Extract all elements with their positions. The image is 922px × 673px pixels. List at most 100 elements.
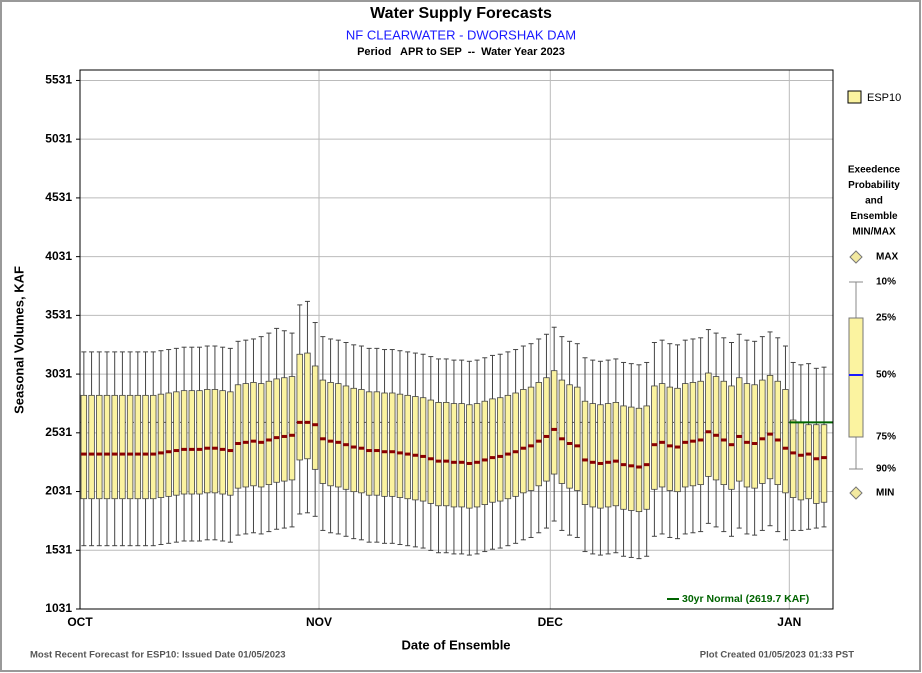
median [528,444,534,448]
box [674,387,681,493]
box [373,391,381,496]
box [150,394,157,500]
box [504,394,512,500]
normal-label: 30yr Normal (2619.7 KAF) [682,593,809,605]
exceedance-title: and [865,196,883,207]
box [535,382,542,487]
box [558,379,566,484]
box [666,386,674,491]
median [188,447,195,451]
median [613,459,619,463]
box [712,376,720,481]
median [96,452,103,456]
box [481,400,488,505]
box [80,394,88,500]
median [366,449,372,453]
legend-swatch [847,90,862,104]
median [474,460,480,464]
median [428,457,434,461]
box [234,384,242,489]
box [250,382,257,487]
exceedance-label: 75% [876,432,896,443]
box [805,424,812,500]
x-tick-label: DEC [538,615,564,629]
box [720,380,727,486]
median [266,438,272,442]
chart-subtitle: NF CLEARWATER - DWORSHAK DAM [346,27,576,42]
box [620,405,627,510]
box [527,386,535,491]
plot-area [80,70,833,609]
median [535,439,542,443]
median [435,459,442,463]
median [204,446,211,450]
y-tick-label: 2031 [45,484,72,498]
box [658,383,666,488]
box [304,352,311,460]
median [481,458,488,462]
median [489,456,496,460]
y-tick-label: 3531 [45,308,72,322]
median [320,437,326,441]
box [743,383,751,488]
median [458,460,465,464]
median [327,439,334,443]
x-tick-label: JAN [777,615,801,629]
median [227,449,234,453]
box [273,378,280,483]
period: Period APR to SEP -- Water Year 2023 [357,46,565,58]
box [789,419,797,498]
median [744,440,750,444]
exceedance-title: Exeedence [848,165,901,176]
median [289,433,295,437]
median [135,452,141,456]
median [667,444,673,448]
median [512,450,519,454]
box [111,394,118,500]
exceedance-label: MIN [876,488,894,499]
median [713,433,719,437]
box [597,404,604,509]
box [450,403,458,508]
exceedance-label: MAX [876,252,899,263]
median [705,430,712,434]
median [343,443,349,447]
box [604,403,612,508]
legend-diamond [849,250,863,264]
box [697,380,704,486]
median [551,427,557,431]
y-tick-label: 3031 [45,366,72,380]
x-axis-label: Date of Ensemble [401,637,510,652]
median [505,452,511,456]
box [242,383,249,488]
median [165,450,172,454]
box [543,377,550,482]
median [497,454,503,458]
box [728,385,735,490]
y-tick-label: 4031 [45,249,72,263]
box [381,392,388,497]
box [435,401,442,507]
median [690,439,696,443]
box [134,394,142,500]
box [288,376,296,481]
box [265,380,273,486]
box [126,394,134,500]
box [612,401,620,507]
median [250,439,257,443]
box [419,397,427,502]
footer-right: Plot Created 01/05/2023 01:33 PST [700,650,854,661]
median [212,446,218,450]
median [242,440,249,444]
y-tick-label: 2531 [45,425,72,439]
box [813,424,820,504]
median [142,452,149,456]
median [605,460,611,464]
median [636,465,642,469]
median [628,464,635,468]
box [628,406,635,511]
box [473,403,481,508]
median [767,432,773,436]
median [304,420,311,424]
